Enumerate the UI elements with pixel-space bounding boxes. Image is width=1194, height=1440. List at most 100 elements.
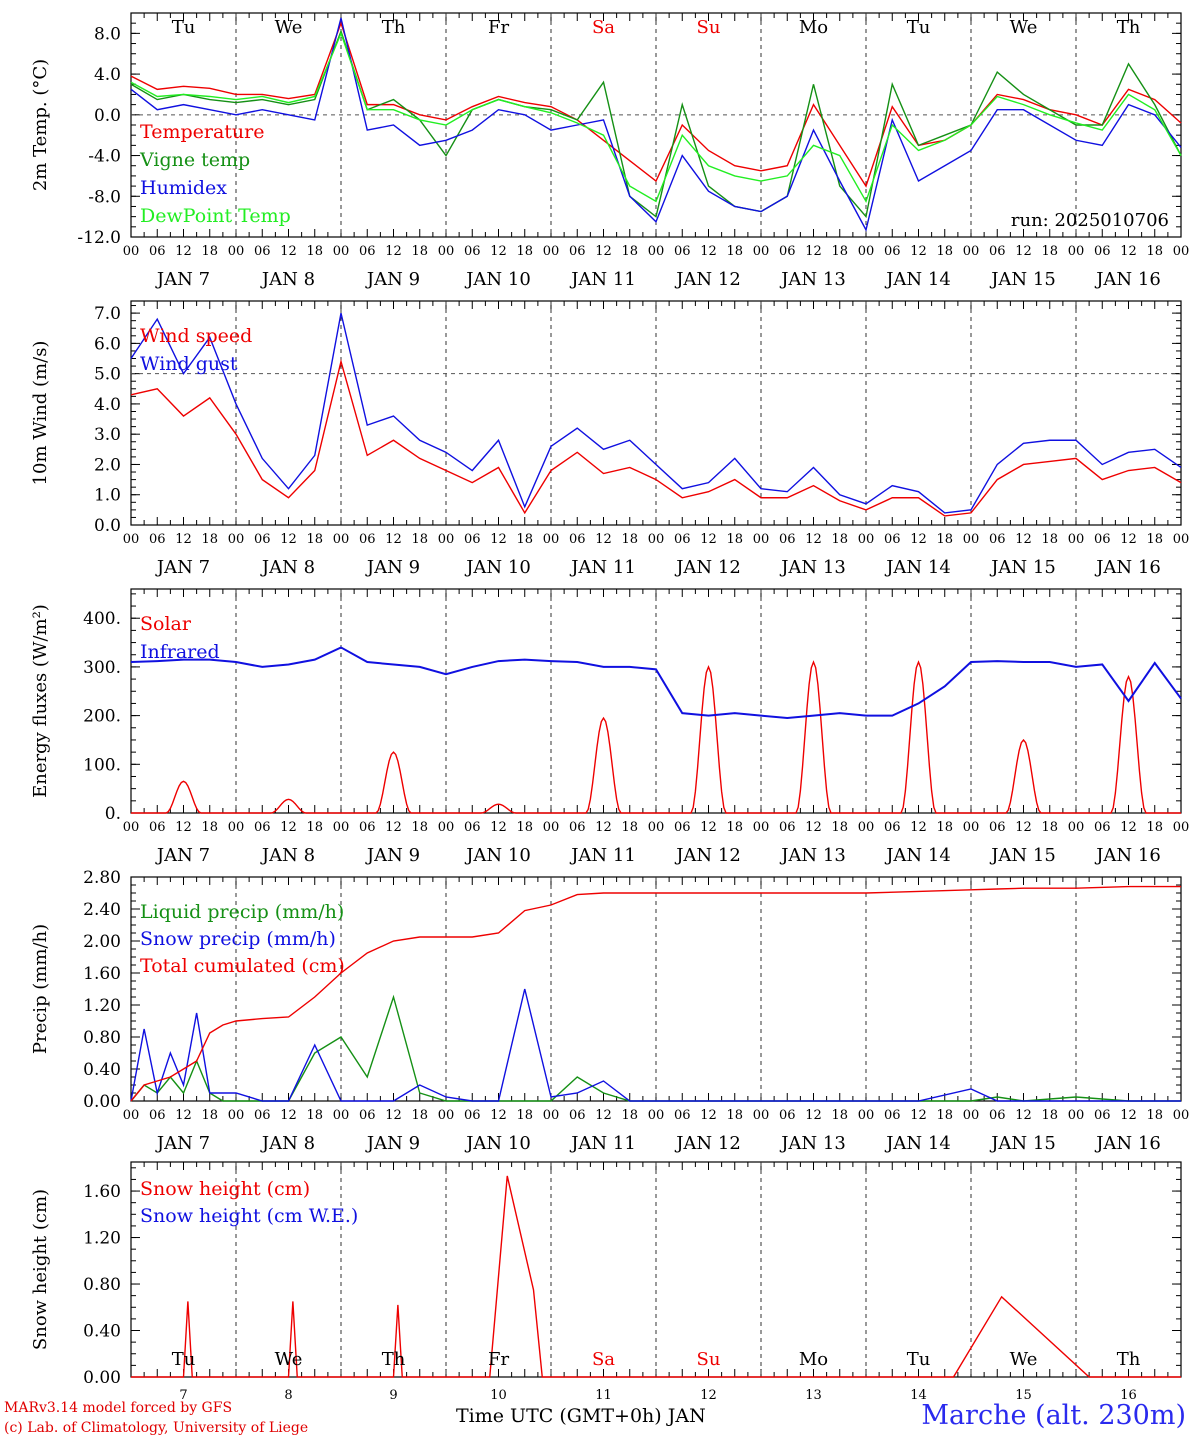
x-hour-label: 12 <box>805 820 822 835</box>
x-hour-label: 00 <box>648 244 665 259</box>
x-hour-label: 00 <box>1068 532 1085 547</box>
y-tick-label: 0.40 <box>83 1322 121 1342</box>
x-hour-label: 18 <box>411 820 428 835</box>
y-tick-label: 1.20 <box>83 996 121 1016</box>
x-hour-label: 18 <box>306 1108 323 1123</box>
x-hour-label: 00 <box>438 1108 455 1123</box>
x-hour-label: 06 <box>149 1108 166 1123</box>
x-day-label: JAN 13 <box>779 557 846 578</box>
x-hour-label: 00 <box>123 244 140 259</box>
y-tick-label: 100. <box>83 755 121 775</box>
x-day-label: JAN 15 <box>989 557 1056 578</box>
x-day-number: 15 <box>1015 1388 1032 1403</box>
y-tick-label: 0.40 <box>83 1060 121 1080</box>
x-hour-label: 00 <box>123 1108 140 1123</box>
y-tick-label: 2.00 <box>83 932 121 952</box>
y-tick-label: 200. <box>83 707 121 727</box>
x-hour-label: 12 <box>490 820 507 835</box>
weekday-label: We <box>275 1349 303 1370</box>
x-hour-label: 18 <box>936 1108 953 1123</box>
x-day-label: JAN 15 <box>989 1133 1056 1154</box>
y-tick-label: 7.0 <box>94 304 121 324</box>
x-hour-label: 18 <box>831 820 848 835</box>
x-hour-label: 06 <box>884 820 901 835</box>
x-hour-label: 00 <box>228 820 245 835</box>
x-hour-label: 00 <box>648 532 665 547</box>
x-hour-label: 12 <box>1120 244 1137 259</box>
x-hour-label: 12 <box>595 244 612 259</box>
weekday-label: Tu <box>172 1349 196 1370</box>
x-hour-label: 00 <box>1173 820 1190 835</box>
weekday-label: Fr <box>488 17 509 38</box>
copyright-credit: (c) Lab. of Climatology, University of L… <box>4 1420 309 1436</box>
x-hour-label: 18 <box>621 532 638 547</box>
x-hour-label: 18 <box>621 1108 638 1123</box>
x-day-label: JAN 9 <box>365 557 420 578</box>
x-hour-label: 00 <box>648 820 665 835</box>
series-line-solar <box>131 660 1181 814</box>
x-day-number: 16 <box>1120 1388 1137 1403</box>
x-day-label: JAN 14 <box>884 269 951 290</box>
x-day-label: JAN 11 <box>569 845 636 866</box>
x-hour-label: 12 <box>1015 532 1032 547</box>
x-hour-label: 00 <box>228 1108 245 1123</box>
x-hour-label: 12 <box>910 820 927 835</box>
x-hour-label: 18 <box>201 1108 218 1123</box>
x-hour-label: 12 <box>385 532 402 547</box>
x-hour-label: 00 <box>1068 244 1085 259</box>
y-tick-label: 1.20 <box>83 1229 121 1249</box>
legend-entry: Liquid precip (mm/h) <box>140 901 344 923</box>
x-hour-label: 12 <box>280 244 297 259</box>
weekday-label: Tu <box>907 17 931 38</box>
legend-entry: Wind speed <box>140 325 252 347</box>
x-hour-label: 00 <box>333 532 350 547</box>
x-hour-label: 06 <box>569 532 586 547</box>
x-hour-label: 06 <box>359 1108 376 1123</box>
x-hour-label: 12 <box>280 1108 297 1123</box>
x-day-label: JAN 13 <box>779 845 846 866</box>
x-hour-label: 12 <box>700 1108 717 1123</box>
x-day-number: 10 <box>490 1388 507 1403</box>
x-day-label: JAN 16 <box>1094 269 1161 290</box>
x-hour-label: 12 <box>1015 820 1032 835</box>
legend-entry: Solar <box>140 613 192 635</box>
x-hour-label: 00 <box>1068 820 1085 835</box>
x-hour-label: 12 <box>700 532 717 547</box>
x-day-label: JAN 8 <box>260 1133 315 1154</box>
x-day-number: 8 <box>284 1388 292 1403</box>
x-day-label: JAN 10 <box>464 1133 531 1154</box>
panel-3 <box>130 588 1182 814</box>
weekday-label: We <box>275 17 303 38</box>
x-hour-label: 00 <box>858 244 875 259</box>
x-day-label: JAN 10 <box>464 557 531 578</box>
x-day-label: JAN 14 <box>884 845 951 866</box>
run-annotation: run: 2025010706 <box>1011 210 1169 231</box>
x-hour-label: 18 <box>1041 244 1058 259</box>
x-hour-label: 12 <box>700 244 717 259</box>
legend-entry: Infrared <box>140 641 220 663</box>
x-hour-label: 06 <box>989 820 1006 835</box>
x-day-number: 7 <box>179 1388 187 1403</box>
weekday-label: Sa <box>592 17 615 38</box>
x-day-label: JAN 16 <box>1094 845 1161 866</box>
x-day-label: JAN 12 <box>674 1133 741 1154</box>
weekday-label: We <box>1010 17 1038 38</box>
x-hour-label: 18 <box>936 244 953 259</box>
legend-entry: Snow height (cm) <box>140 1178 310 1200</box>
x-hour-label: 06 <box>989 244 1006 259</box>
x-hour-label: 06 <box>989 1108 1006 1123</box>
x-hour-label: 12 <box>805 532 822 547</box>
x-hour-label: 06 <box>149 244 166 259</box>
x-hour-label: 18 <box>516 1108 533 1123</box>
x-hour-label: 00 <box>1173 532 1190 547</box>
x-day-label: JAN 15 <box>989 269 1056 290</box>
x-hour-label: 12 <box>1120 532 1137 547</box>
x-hour-label: 06 <box>359 820 376 835</box>
x-hour-label: 00 <box>438 820 455 835</box>
x-hour-label: 00 <box>963 532 980 547</box>
x-hour-label: 12 <box>175 1108 192 1123</box>
x-hour-label: 00 <box>543 1108 560 1123</box>
x-hour-label: 18 <box>201 820 218 835</box>
x-hour-label: 00 <box>648 1108 665 1123</box>
x-hour-label: 06 <box>464 1108 481 1123</box>
